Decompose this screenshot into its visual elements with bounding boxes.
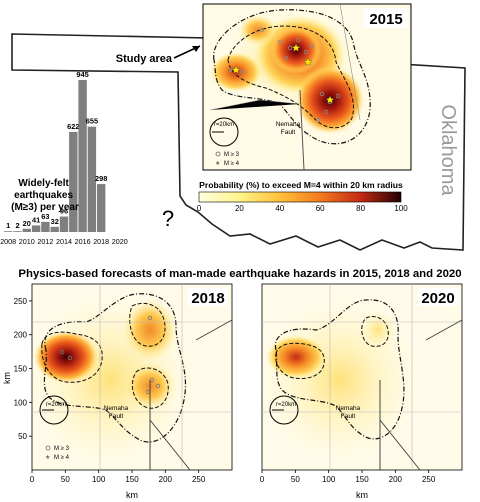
colorbar-tick: 80 <box>356 204 365 213</box>
legend-m3-marker <box>215 151 221 157</box>
inset-year-box <box>364 8 408 28</box>
histogram-year: 2018 <box>93 237 109 246</box>
histogram-value: 20 <box>23 219 31 228</box>
histogram-value: 655 <box>86 117 98 126</box>
histogram-value: 41 <box>32 215 40 224</box>
histogram-year: 2010 <box>19 237 35 246</box>
histogram-bar <box>87 126 97 232</box>
histogram-value: 96 <box>60 207 68 216</box>
colorbar-tick: 100 <box>394 204 408 213</box>
p2018-fault-line-1: Nemaha <box>104 405 129 412</box>
x-tick-label: 250 <box>192 475 206 484</box>
x-tick-label: 200 <box>389 475 403 484</box>
p2018-year: 2018 <box>191 290 224 307</box>
p2018-radius: r=20km <box>46 402 66 408</box>
histogram-value: 622 <box>67 122 79 131</box>
inset-legend-m4: M ≥ 4 <box>224 161 240 167</box>
histogram-value: 945 <box>76 70 88 79</box>
x-tick-label: 150 <box>355 475 369 484</box>
x-tick-label: 100 <box>92 475 106 484</box>
histogram-year: 2008 <box>0 237 16 246</box>
y-tick-label: 50 <box>18 432 27 441</box>
histogram-bar <box>22 228 31 232</box>
hist-label-1: Widely-felt <box>18 178 69 189</box>
y-tick-label: 250 <box>14 297 28 306</box>
histogram-bar <box>41 221 50 232</box>
p2018-legend-m3: M ≥ 3 <box>54 446 70 452</box>
histogram-bar <box>78 80 87 232</box>
y-tick-label: 100 <box>14 398 28 407</box>
inset-legend-m3: M ≥ 3 <box>224 152 240 158</box>
colorbar-tick: 60 <box>316 204 325 213</box>
histogram-year: 2014 <box>56 237 72 246</box>
hist-label-2: earthquakes <box>14 190 73 201</box>
histogram-bar <box>13 231 22 232</box>
p2020-radius: r=20km <box>276 402 296 408</box>
colorbar: Probability (%) to exceed M=4 within 20 … <box>195 178 408 213</box>
histogram-value: 2 <box>15 221 19 230</box>
inset-radius-label: r=20km <box>214 122 234 128</box>
p2020-fault-label: Nemaha Fault <box>336 405 361 420</box>
inset-fault-label: Nemaha Fault <box>276 121 301 136</box>
histogram-year: 2016 <box>75 237 91 246</box>
histogram-value: 1 <box>6 221 10 230</box>
histogram-bar <box>50 226 59 232</box>
x-tick-label: 0 <box>30 475 35 484</box>
histogram-value: 298 <box>95 174 107 183</box>
histogram-bar <box>59 216 69 232</box>
histogram-year: 2020 <box>112 237 128 246</box>
p2018-fault-line-2: Fault <box>109 413 124 420</box>
y-tick-label: 200 <box>14 331 28 340</box>
x-tick-label: 0 <box>260 475 265 484</box>
histogram-bar <box>31 225 41 232</box>
p2018-xlabel: km <box>126 490 138 500</box>
p2018-legend-m4: M ≥ 4 <box>54 455 70 461</box>
p2020-xlabel: km <box>356 490 368 500</box>
panel-2018: r=20km Nemaha Fault M ≥ 3 ★ M ≥ 4 2018 0 5… <box>2 283 233 500</box>
colorbar-tick: 20 <box>235 204 244 213</box>
panel-2020: r=20km Nemaha Fault 2020 0 50 100 150 200 250 … <box>260 283 463 500</box>
x-tick-label: 100 <box>322 475 336 484</box>
inset-year: 2015 <box>369 11 402 28</box>
histogram-bar <box>4 231 13 232</box>
legend-m4-star: ★ <box>215 160 220 167</box>
histogram-bar <box>97 184 106 232</box>
p2020-fault-line-2: Fault <box>341 413 356 420</box>
inset-map-2015: r=20km Nemaha Fault M ≥ 3 ★ M ≥ 4 2015 <box>202 3 412 171</box>
p2020-year: 2020 <box>421 290 454 307</box>
histogram-value: 63 <box>41 212 49 221</box>
colorbar-title: Probability (%) to exceed M=4 within 20 … <box>199 180 403 190</box>
histogram-bar <box>69 131 78 232</box>
y-tick-label: 150 <box>14 365 28 374</box>
x-tick-label: 50 <box>61 475 70 484</box>
x-tick-label: 50 <box>291 475 300 484</box>
colorbar-tick: 40 <box>275 204 284 213</box>
histogram-label: Widely-felt earthquakes (M≥3) per year <box>11 178 79 213</box>
p2018-fault-label: Nemaha Fault <box>104 405 129 420</box>
x-tick-label: 150 <box>125 475 139 484</box>
x-tick-label: 250 <box>422 475 436 484</box>
headline: Physics-based forecasts of man-made eart… <box>18 268 461 280</box>
arrow-head <box>192 46 200 52</box>
inset-fault-line-1: Nemaha <box>276 121 301 128</box>
p2018-legend-m4-star: ★ <box>45 454 50 461</box>
state-name: Oklahoma <box>437 104 459 196</box>
colorbar-tick: 0 <box>197 204 202 213</box>
histogram-value: 32 <box>51 217 59 226</box>
study-area-label: Study area <box>116 53 173 65</box>
hist-label-3: (M≥3) per year <box>11 202 79 213</box>
p2018-ylabel: km <box>2 372 12 384</box>
histogram-year: 2012 <box>37 237 53 246</box>
x-tick-label: 200 <box>159 475 173 484</box>
p2020-fault-line-1: Nemaha <box>336 405 361 412</box>
inset-fault-line-2: Fault <box>281 129 296 136</box>
question-mark: ? <box>162 206 174 231</box>
